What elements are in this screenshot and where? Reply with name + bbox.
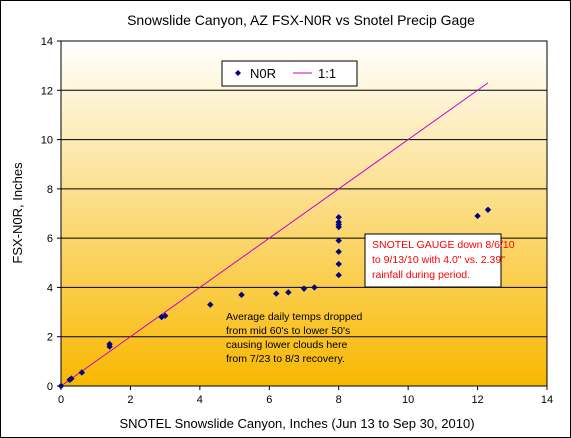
x-tick-label: 8: [336, 394, 342, 406]
data-point: [207, 301, 214, 308]
data-point: [474, 212, 481, 220]
data-point: [78, 369, 86, 376]
annotation-line: from 7/23 to 8/3 recovery.: [226, 353, 345, 365]
annotation-line: SNOTEL GAUGE down 8/6/10: [372, 239, 515, 251]
y-tick-label: 12: [41, 85, 53, 97]
annotation-line: Average daily temps dropped: [226, 311, 363, 323]
data-point: [106, 340, 113, 348]
annotation-gauge-down: SNOTEL GAUGE down 8/6/10 to 9/13/10 with…: [364, 233, 515, 288]
data-point: [335, 271, 342, 279]
legend-label-1to1: 1:1: [318, 66, 336, 81]
x-tick-label: 2: [127, 394, 133, 406]
x-tick-label: 14: [541, 394, 553, 406]
data-point: [484, 206, 492, 214]
data-point: [335, 248, 342, 255]
x-tick-label: 6: [266, 394, 272, 406]
series-line-1to1: [60, 82, 489, 387]
x-tick-label: 12: [471, 394, 483, 406]
data-point: [285, 289, 292, 296]
annotation-line: causing lower clouds here: [226, 339, 348, 351]
annotation-box: [364, 233, 502, 288]
x-axis-label: SNOTEL Snowslide Canyon, Inches (Jun 13 …: [119, 416, 474, 431]
legend-label-n0r: N0R: [250, 66, 276, 81]
y-tick-label: 14: [41, 36, 53, 48]
y-tick-label: 4: [47, 282, 53, 294]
legend-box: [221, 60, 358, 87]
chart-title: Snowslide Canyon, AZ FSX-N0R vs Snotel P…: [127, 12, 475, 28]
data-point: [335, 237, 342, 244]
x-tick-label: 0: [58, 394, 64, 406]
annotation-temps: Average daily temps dropped from mid 60'…: [226, 311, 363, 365]
y-axis-ticks: 0 2 4 6 8 10 12 14: [41, 36, 61, 393]
y-axis-label: FSX-N0R, Inches: [10, 162, 25, 264]
x-axis-ticks: 0 2 4 6 8 10 12 14: [58, 386, 553, 406]
series-lines: [60, 82, 489, 387]
y-tick-label: 2: [47, 332, 53, 344]
data-point: [335, 218, 342, 226]
legend-marker-n0r: [235, 70, 241, 76]
annotation-line: from mid 60's to lower 50's: [226, 325, 350, 337]
annotation-line: to 9/13/10 with 4.0" vs. 2.39": [372, 254, 505, 266]
legend: N0R 1:1: [221, 60, 358, 87]
data-point: [57, 382, 65, 390]
y-tick-label: 10: [41, 135, 53, 147]
data-point: [335, 213, 342, 221]
y-tick-label: 6: [47, 233, 53, 245]
data-point: [311, 284, 318, 291]
data-point: [300, 285, 308, 292]
y-tick-label: 8: [47, 184, 53, 196]
x-tick-label: 10: [402, 394, 414, 406]
y-tick-label: 0: [47, 381, 53, 393]
data-point: [273, 290, 280, 297]
data-points: [57, 206, 492, 390]
x-tick-label: 4: [197, 394, 203, 406]
data-point: [238, 291, 245, 299]
data-point: [68, 375, 75, 382]
data-point: [161, 312, 169, 319]
annotation-line: rainfall during period.: [372, 269, 470, 281]
data-point: [335, 260, 342, 268]
